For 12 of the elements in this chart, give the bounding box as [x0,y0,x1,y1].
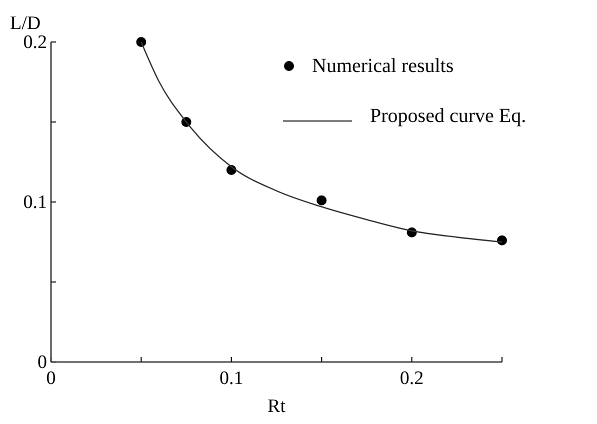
point [136,37,146,47]
point [497,235,507,246]
x-axis-title: Rt [268,396,286,417]
legend-label: Proposed curve Eq. [370,105,526,127]
y-tick-label: 0 [38,352,47,373]
x-tick-label: 0.1 [220,368,244,389]
x-tick-label: 0.2 [400,368,424,389]
y-axis-title: L/D [10,13,41,34]
y-tick-label: 0.1 [23,192,47,213]
point [316,195,327,206]
y-tick-label: 0.2 [23,32,47,53]
legend-label: Numerical results [312,55,454,77]
